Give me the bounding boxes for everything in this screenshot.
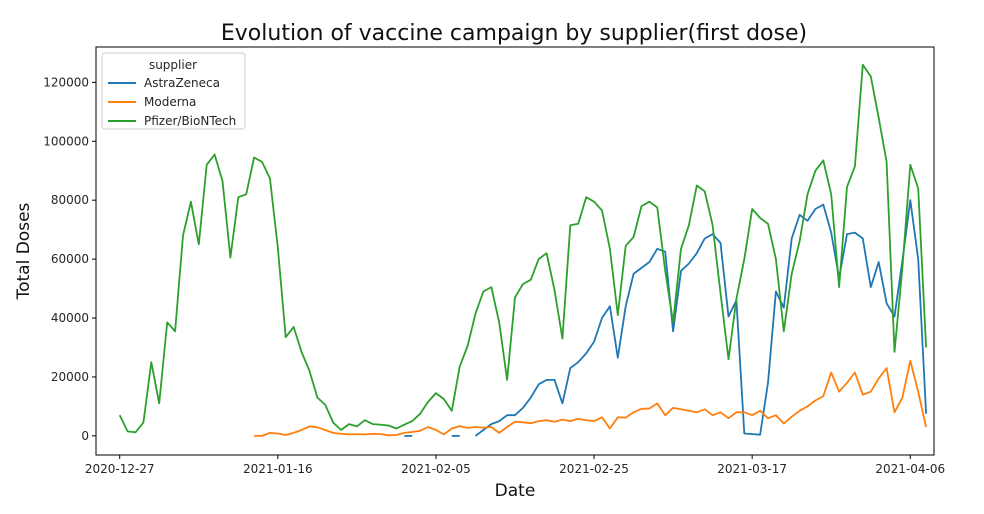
legend-label: Pfizer/BioNTech bbox=[144, 114, 236, 128]
y-tick-label: 60000 bbox=[51, 252, 89, 266]
x-tick-label: 2021-04-06 bbox=[875, 462, 945, 476]
x-tick-label: 2021-03-17 bbox=[717, 462, 787, 476]
x-axis: 2020-12-27 2021-01-16 2021-02-05 2021-02-25… bbox=[85, 455, 945, 476]
legend-entry: Pfizer/BioNTech bbox=[108, 114, 236, 128]
x-tick-label: 2021-02-25 bbox=[559, 462, 629, 476]
series-line bbox=[254, 359, 927, 437]
legend: supplier AstraZeneca Moderna Pfizer/BioNTe… bbox=[101, 52, 246, 130]
legend-box bbox=[101, 52, 246, 130]
y-tick-label: 120000 bbox=[43, 75, 89, 89]
series-line bbox=[474, 199, 927, 437]
series-moderna bbox=[254, 359, 927, 437]
legend-entry: Moderna bbox=[108, 95, 196, 109]
x-axis-title: Date bbox=[495, 481, 536, 501]
plot-area bbox=[118, 63, 927, 437]
y-tick-label: 80000 bbox=[51, 193, 89, 207]
legend-label: AstraZeneca bbox=[144, 76, 220, 90]
chart-title: Evolution of vaccine campaign by supplie… bbox=[221, 21, 807, 46]
x-tick-label: 2020-12-27 bbox=[85, 462, 155, 476]
plot-frame bbox=[95, 46, 935, 456]
legend-entry: AstraZeneca bbox=[108, 76, 220, 90]
x-tick-label: 2021-02-05 bbox=[401, 462, 471, 476]
series-astrazeneca bbox=[404, 199, 927, 437]
x-tick-label: 2021-01-16 bbox=[243, 462, 313, 476]
series-pfizer-biontech bbox=[118, 63, 927, 434]
series-line bbox=[118, 63, 927, 434]
legend-label: Moderna bbox=[144, 95, 196, 109]
y-tick-label: 40000 bbox=[51, 311, 89, 325]
y-tick-label: 0 bbox=[81, 429, 89, 443]
y-tick-label: 20000 bbox=[51, 370, 89, 384]
legend-title: supplier bbox=[149, 58, 197, 72]
y-tick-label: 100000 bbox=[43, 134, 89, 148]
y-axis: 0 20000 40000 60000 80000 100000 120000 bbox=[43, 75, 96, 443]
y-axis-title: Total Doses bbox=[14, 202, 34, 300]
